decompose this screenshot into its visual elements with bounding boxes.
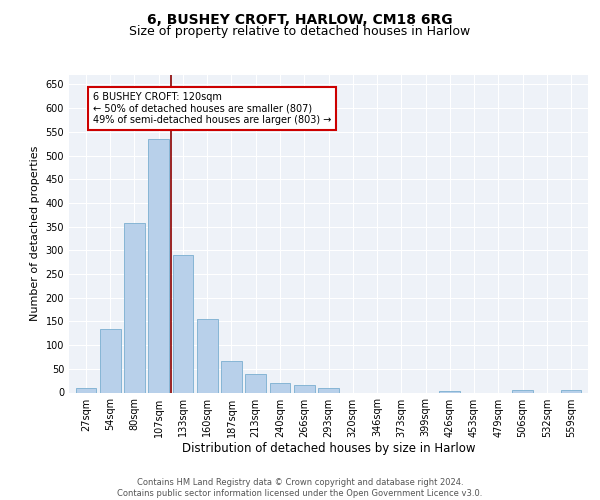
Text: Contains HM Land Registry data © Crown copyright and database right 2024.
Contai: Contains HM Land Registry data © Crown c… — [118, 478, 482, 498]
Bar — [318, 388, 339, 392]
Bar — [294, 385, 314, 392]
Bar — [221, 361, 242, 392]
X-axis label: Distribution of detached houses by size in Harlow: Distribution of detached houses by size … — [182, 442, 475, 456]
Bar — [124, 223, 145, 392]
Bar — [245, 374, 266, 392]
Bar — [148, 139, 169, 392]
Bar — [269, 382, 290, 392]
Bar — [439, 390, 460, 392]
Bar — [76, 388, 96, 392]
Y-axis label: Number of detached properties: Number of detached properties — [30, 146, 40, 322]
Bar — [100, 328, 121, 392]
Bar — [197, 319, 218, 392]
Text: 6, BUSHEY CROFT, HARLOW, CM18 6RG: 6, BUSHEY CROFT, HARLOW, CM18 6RG — [147, 12, 453, 26]
Text: Size of property relative to detached houses in Harlow: Size of property relative to detached ho… — [130, 25, 470, 38]
Bar — [561, 390, 581, 392]
Bar — [173, 255, 193, 392]
Bar — [512, 390, 533, 392]
Text: 6 BUSHEY CROFT: 120sqm
← 50% of detached houses are smaller (807)
49% of semi-de: 6 BUSHEY CROFT: 120sqm ← 50% of detached… — [93, 92, 332, 125]
